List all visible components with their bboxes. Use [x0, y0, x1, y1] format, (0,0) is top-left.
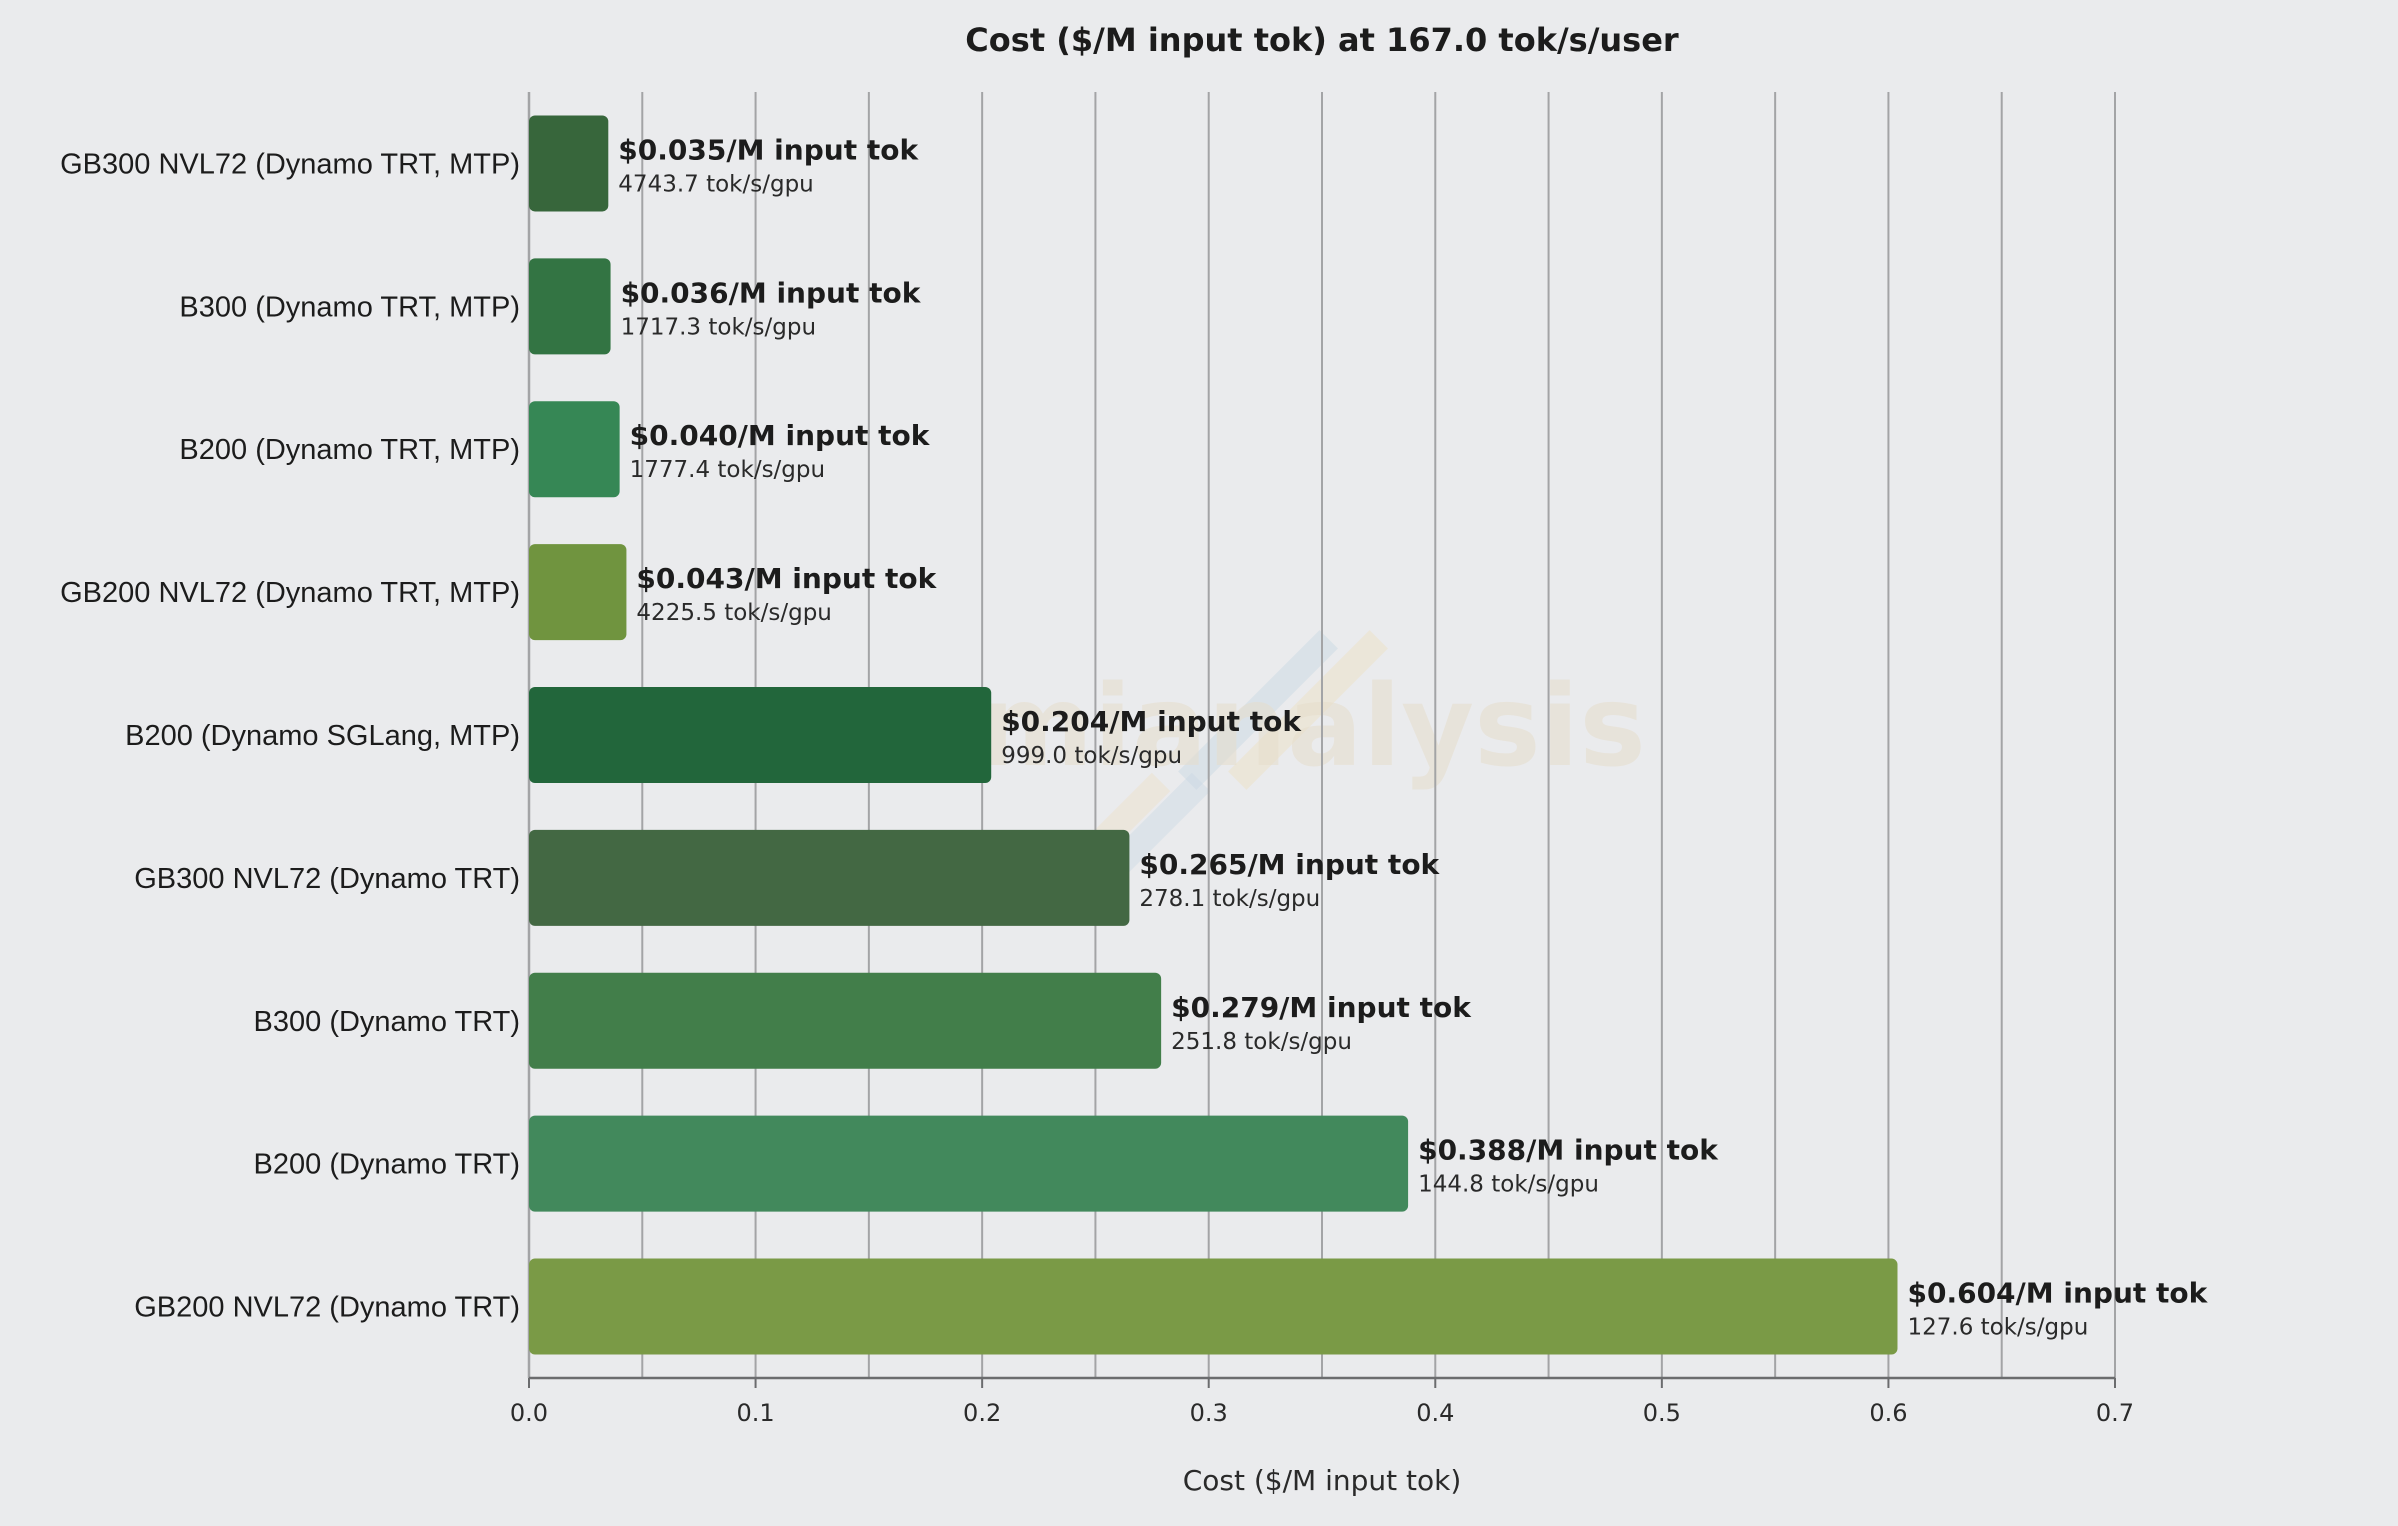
x-tick-label: 0.7 — [2096, 1399, 2134, 1427]
bar — [529, 1115, 1409, 1212]
bar-throughput-label: 278.1 tok/s/gpu — [1139, 886, 1320, 912]
bar — [529, 1258, 1898, 1355]
bar-throughput-label: 999.0 tok/s/gpu — [1001, 743, 1182, 769]
x-tick-label: 0.0 — [510, 1399, 548, 1427]
category-label: GB200 NVL72 (Dynamo TRT) — [134, 1292, 520, 1324]
x-tick-label: 0.1 — [736, 1399, 774, 1427]
x-tick-label: 0.2 — [963, 1399, 1001, 1427]
category-label: GB200 NVL72 (Dynamo TRT, MTP) — [60, 577, 520, 609]
bar-cost-label: $0.043/M input tok — [636, 562, 937, 595]
bar — [529, 258, 611, 355]
bar-cost-label: $0.279/M input tok — [1171, 991, 1472, 1024]
category-label: GB300 NVL72 (Dynamo TRT, MTP) — [60, 148, 520, 180]
category-label: B200 (Dynamo TRT, MTP) — [179, 434, 520, 466]
category-label: B200 (Dynamo SGLang, MTP) — [125, 720, 520, 752]
x-tick-label: 0.4 — [1416, 1399, 1454, 1427]
category-label: B200 (Dynamo TRT) — [254, 1149, 520, 1181]
bar — [529, 687, 992, 783]
bar — [529, 829, 1130, 926]
bar — [529, 115, 609, 212]
watermark-slash-1 — [1178, 630, 1338, 790]
bar — [529, 401, 620, 498]
bar-throughput-label: 4225.5 tok/s/gpu — [636, 600, 831, 626]
bar-cost-label: $0.604/M input tok — [1907, 1277, 2208, 1310]
bar-labels: $0.035/M input tok 4743.7 tok/s/gpu $0.036… — [618, 133, 2208, 1340]
x-axis: 0.0 0.1 0.2 0.3 0.4 0.5 0.6 0.7 — [510, 1376, 2134, 1427]
x-tick-label: 0.6 — [1869, 1399, 1907, 1427]
bar-throughput-label: 251.8 tok/s/gpu — [1171, 1029, 1352, 1055]
category-label: B300 (Dynamo TRT) — [254, 1006, 520, 1038]
x-tick-label: 0.5 — [1643, 1399, 1681, 1427]
bar-cost-label: $0.035/M input tok — [618, 133, 919, 166]
bar-cost-label: $0.265/M input tok — [1139, 848, 1440, 881]
bar-throughput-label: 1717.3 tok/s/gpu — [621, 314, 816, 340]
bars — [529, 115, 1898, 1355]
bar-cost-label: $0.040/M input tok — [630, 419, 931, 452]
bar-throughput-label: 127.6 tok/s/gpu — [1907, 1315, 2088, 1341]
bar-cost-label: $0.204/M input tok — [1001, 705, 1302, 738]
category-label: B300 (Dynamo TRT, MTP) — [179, 291, 520, 323]
bar — [529, 544, 627, 641]
watermark-slash-2 — [1228, 630, 1388, 790]
bar — [529, 972, 1162, 1069]
bar-cost-label: $0.388/M input tok — [1418, 1134, 1719, 1167]
bar-throughput-label: 144.8 tok/s/gpu — [1418, 1172, 1599, 1198]
x-axis-label: Cost ($/M input tok) — [1183, 1464, 1462, 1497]
x-tick-label: 0.3 — [1190, 1399, 1228, 1427]
bar-throughput-label: 4743.7 tok/s/gpu — [618, 171, 813, 197]
chart-title: Cost ($/M input tok) at 167.0 tok/s/user — [965, 21, 1679, 59]
bar-throughput-label: 1777.4 tok/s/gpu — [630, 457, 825, 483]
bar-cost-label: $0.036/M input tok — [621, 276, 922, 309]
category-label: GB300 NVL72 (Dynamo TRT) — [134, 863, 520, 895]
category-labels: GB300 NVL72 (Dynamo TRT, MTP) B300 (Dynam… — [60, 148, 520, 1323]
